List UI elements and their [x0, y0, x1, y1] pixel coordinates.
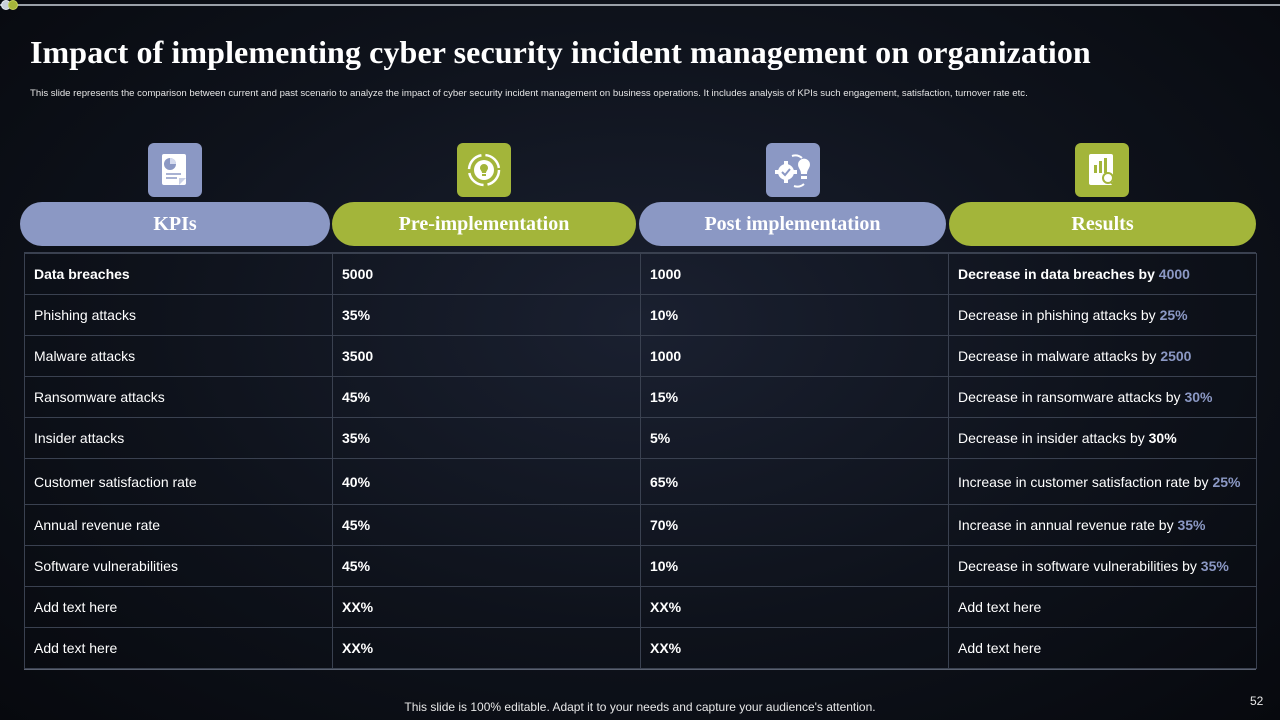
pre-cell: XX% [332, 627, 641, 669]
result-value: 25% [1159, 307, 1188, 323]
post-cell: 10% [640, 545, 949, 587]
kpi-cell: Insider attacks [24, 417, 333, 459]
result-cell: Add text here [948, 586, 1257, 628]
table-row: Data breaches 5000 1000 Decrease in data… [24, 253, 1257, 295]
header-pre-implementation: Pre-implementation [332, 202, 636, 246]
pre-cell: 40% [332, 458, 641, 505]
result-value: 30% [1184, 389, 1213, 405]
kpi-table: Data breaches 5000 1000 Decrease in data… [24, 252, 1257, 670]
table-row: Annual revenue rate 45% 70% Increase in … [24, 504, 1257, 546]
table-row: Malware attacks 3500 1000 Decrease in ma… [24, 335, 1257, 377]
post-cell: XX% [640, 586, 949, 628]
result-text: Decrease in data breaches by [958, 266, 1159, 282]
result-value: 2500 [1160, 348, 1192, 364]
table-row: Customer satisfaction rate 40% 65% Incre… [24, 458, 1257, 505]
table-row: Add text here XX% XX% Add text here [24, 586, 1257, 628]
kpi-cell: Customer satisfaction rate [24, 458, 333, 505]
result-cell: Decrease in malware attacks by 2500 [948, 335, 1257, 377]
post-cell: 15% [640, 376, 949, 418]
pre-cell: 45% [332, 545, 641, 587]
result-value: 25% [1212, 473, 1241, 490]
slide-title: Impact of implementing cyber security in… [30, 34, 1091, 70]
result-text: Decrease in phishing attacks by [958, 307, 1160, 323]
kpi-cell: Add text here [24, 586, 333, 628]
post-cell: 65% [640, 458, 949, 505]
table-row: Add text here XX% XX% Add text here [24, 627, 1257, 669]
post-cell: 5% [640, 417, 949, 459]
gear-bulb-icon [766, 143, 820, 197]
header-kpis: KPIs [20, 202, 330, 246]
table-row: Phishing attacks 35% 10% Decrease in phi… [24, 294, 1257, 336]
kpi-cell: Phishing attacks [24, 294, 333, 336]
result-value: 35% [1177, 517, 1206, 533]
slide-subtitle: This slide represents the comparison bet… [30, 88, 1028, 99]
result-cell: Decrease in phishing attacks by 25% [948, 294, 1257, 336]
result-text: Increase in annual revenue rate by [958, 517, 1178, 533]
pre-cell: 35% [332, 417, 641, 459]
kpi-cell: Annual revenue rate [24, 504, 333, 546]
table-row: Ransomware attacks 45% 15% Decrease in r… [24, 376, 1257, 418]
table-row: Software vulnerabilities 45% 10% Decreas… [24, 545, 1257, 587]
kpi-cell: Ransomware attacks [24, 376, 333, 418]
table-row: Insider attacks 35% 5% Decrease in insid… [24, 417, 1257, 459]
kpi-cell: Software vulnerabilities [24, 545, 333, 587]
result-cell: Decrease in insider attacks by 30% [948, 417, 1257, 459]
result-text: Decrease in software vulnerabilities by [958, 558, 1201, 574]
pre-cell: 45% [332, 504, 641, 546]
result-cell: Decrease in data breaches by 4000 [948, 253, 1257, 295]
top-dot-green [8, 0, 18, 10]
document-chart-icon [148, 143, 202, 197]
top-rule [0, 4, 1280, 6]
result-text: Decrease in ransomware attacks by [958, 389, 1185, 405]
post-cell: XX% [640, 627, 949, 669]
cycle-bulb-icon [457, 143, 511, 197]
post-cell: 70% [640, 504, 949, 546]
slide-footer: This slide is 100% editable. Adapt it to… [404, 700, 876, 714]
pre-cell: XX% [332, 586, 641, 628]
pre-cell: 3500 [332, 335, 641, 377]
result-text: Decrease in malware attacks by [958, 348, 1161, 364]
result-cell: Decrease in software vulnerabilities by … [948, 545, 1257, 587]
result-value: 35% [1200, 558, 1229, 574]
header-results: Results [949, 202, 1256, 246]
result-text: Decrease in insider attacks by [958, 430, 1149, 446]
post-cell: 1000 [640, 335, 949, 377]
kpi-cell: Malware attacks [24, 335, 333, 377]
post-cell: 10% [640, 294, 949, 336]
result-cell: Add text here [948, 627, 1257, 669]
post-cell: 1000 [640, 253, 949, 295]
result-cell: Decrease in ransomware attacks by 30% [948, 376, 1257, 418]
kpi-cell: Add text here [24, 627, 333, 669]
pre-cell: 5000 [332, 253, 641, 295]
page-number: 52 [1250, 694, 1264, 708]
result-value: 4000 [1158, 266, 1190, 282]
result-cell: Increase in annual revenue rate by 35% [948, 504, 1257, 546]
header-post-implementation: Post implementation [639, 202, 946, 246]
report-magnifier-icon [1075, 143, 1129, 197]
pre-cell: 35% [332, 294, 641, 336]
kpi-cell: Data breaches [24, 253, 333, 295]
result-value: 30% [1148, 430, 1177, 446]
pre-cell: 45% [332, 376, 641, 418]
result-cell: Increase in customer satisfaction rate b… [948, 458, 1257, 505]
result-text: Increase in customer satisfaction rate b… [958, 473, 1213, 490]
